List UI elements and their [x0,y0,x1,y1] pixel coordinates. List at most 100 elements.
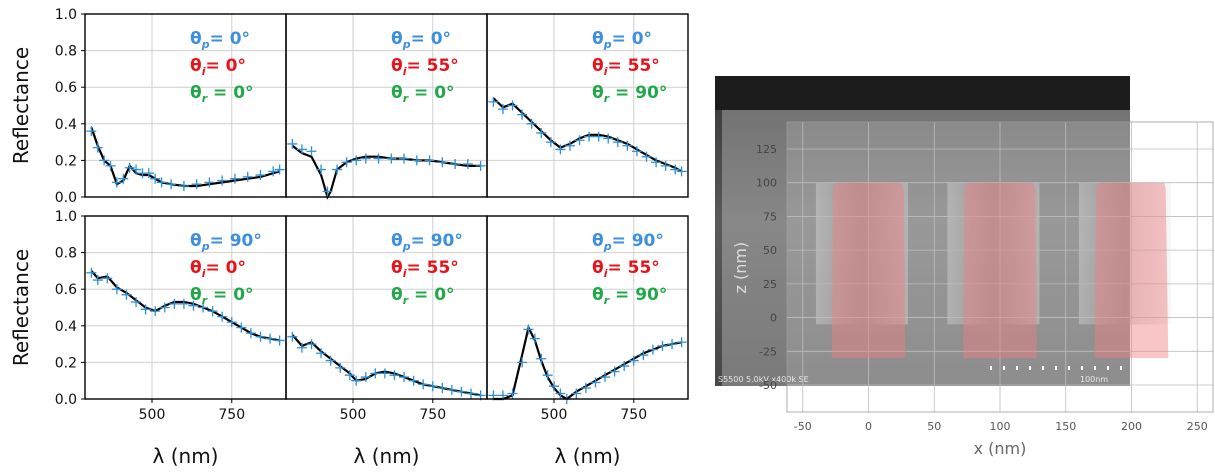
theta-label: θr = 90° [592,285,667,307]
measured-point [351,375,362,386]
theta-label: θp= 0° [391,29,451,51]
measured-point [255,170,266,181]
measured-point [204,177,215,188]
measured-point [105,160,116,171]
measured-point [437,157,448,168]
measured-point [660,160,671,171]
panel-frame [84,13,287,198]
measured-point [651,157,662,168]
measured-point [191,179,202,190]
y-tick-label: 0.0 [55,392,77,408]
profile-x-tick-label: 150 [1055,420,1076,433]
scale-tick [1120,366,1122,370]
y-tick-label: 0.4 [55,117,77,133]
measured-point [169,298,180,309]
measured-point [593,131,604,142]
theta-label: θp= 90° [391,231,463,253]
profile-y-title: z (nm) [731,242,750,294]
measured-point [255,331,266,342]
scale-tick [1094,366,1096,370]
scale-tick [990,366,992,370]
x-tick-label: 500 [541,407,568,423]
panel-frame [486,13,689,198]
profile-x-tick-label: 50 [927,420,941,433]
profile-y-tick-label: 75 [763,210,777,223]
theta-label: θp= 0° [190,29,250,51]
measured-point [86,126,97,137]
scale-tick [1042,366,1044,370]
measured-point [622,140,633,151]
measured-point [131,297,142,308]
measured-point [236,322,247,333]
panel-top-left: θp= 0° θi= 0° θr = 0° 0.0 0.2 0.4 0.6 0.8 1.0 [55,7,287,206]
x-tick-label: 500 [139,407,166,423]
reflectance-panels: θp= 0°θi= 0°θr = 0°0.00.20.40.60.81.0θp=… [55,7,689,423]
measured-point [118,173,129,184]
sem-sample-region [715,110,1130,386]
profile-y-tick-label: 25 [763,278,777,291]
theta-label: θi= 55° [391,56,459,78]
profile-x-tick-label: 0 [865,420,872,433]
measured-point [676,166,687,177]
scale-tick [1003,366,1005,370]
measured-point [226,317,237,328]
panel-bottom-right: θp= 90° θi= 55° θr = 90° 500 750 [486,215,689,423]
y-tick-label: 0.2 [55,355,77,371]
measured-point [102,273,113,284]
measured-point [466,388,477,399]
theta-label: θi= 0° [190,258,246,280]
measured-point [229,173,240,184]
measured-point [121,289,132,300]
measured-point [242,171,253,182]
measured-point [335,362,346,373]
measured-point [670,164,681,175]
profile-y-tick-label: -50 [759,379,777,392]
scale-tick [1029,366,1031,370]
profile-x-tick-label: 200 [1121,420,1142,433]
measured-point [325,355,336,366]
measured-point [507,388,518,399]
sem-micrograph: S5500 5.0kV x400k SE 100nm [715,76,1130,386]
theta-label: θr = 0° [391,285,455,307]
scale-tick [1081,366,1083,370]
sem-caption: S5500 5.0kV x400k SE [718,375,809,384]
measured-point [488,96,499,107]
sem-trench-edge [1078,182,1171,325]
measured-point [344,370,355,381]
measured-point [545,137,556,148]
theta-label: θp= 90° [592,231,664,253]
measured-point [143,168,154,179]
measured-point [341,157,352,168]
measured-point [370,368,381,379]
measured-point [574,135,585,146]
panel-top-right: θp= 0° θi= 55° θr = 90° [486,13,689,198]
measured-point [287,331,298,342]
profile-y-tick-label: 125 [756,143,777,156]
sem-scale-label: 100nm [1080,375,1108,384]
sem-trench-edge [947,182,1040,325]
scale-tick [1016,366,1018,370]
profile-x-tick-label: -50 [794,420,812,433]
x-axis-title: λ (nm) [555,444,621,468]
measured-point [99,155,110,166]
measured-point [188,300,199,311]
measured-point [373,153,384,164]
measured-point [217,175,228,186]
measured-point [408,375,419,386]
measured-point [609,366,620,377]
profile-y-tick-label: -25 [759,345,777,358]
measured-point [507,100,518,111]
measured-point [676,337,687,348]
panel-top-middle: θp= 0° θi= 55° θr = 0° [285,13,488,200]
theta-label: θp= 90° [190,231,262,253]
measured-point [517,357,528,368]
profile-x-tick-label: 100 [990,420,1011,433]
measured-point [111,284,122,295]
measured-point [92,275,103,286]
measured-point [156,177,167,188]
measured-point [612,137,623,148]
measured-point [603,133,614,144]
measured-point [306,339,317,350]
